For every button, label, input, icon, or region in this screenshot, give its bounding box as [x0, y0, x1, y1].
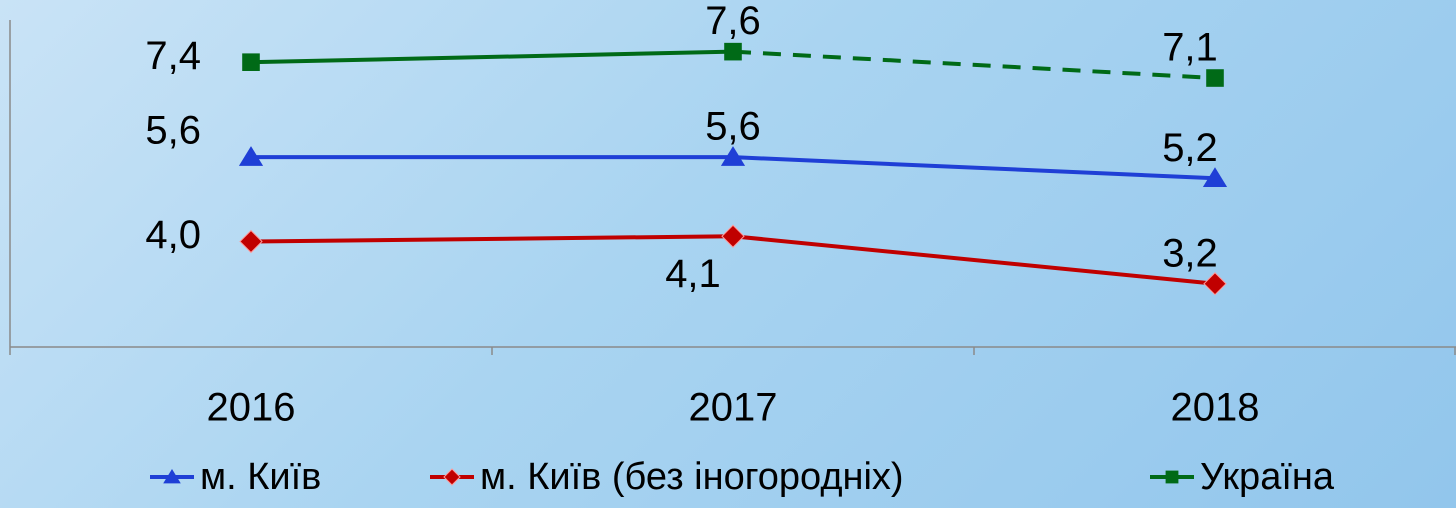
legend-label: Україна: [1200, 456, 1335, 498]
data-point: [238, 146, 264, 166]
legend-marker: [443, 468, 461, 486]
legend-marker: [163, 469, 181, 484]
data-label: 3,2: [1162, 231, 1218, 275]
series-line: [732, 49, 1216, 81]
data-label: 5,6: [145, 109, 201, 153]
data-point: [724, 42, 742, 61]
x-tick-label: 2018: [1171, 386, 1260, 430]
data-point: [1203, 272, 1227, 296]
legend-marker: [1165, 470, 1179, 484]
legend-label: м. Київ: [200, 456, 321, 498]
data-point: [1202, 167, 1228, 188]
data-point: [239, 229, 263, 254]
data-point: [242, 53, 260, 71]
x-tick-label: 2017: [689, 386, 778, 430]
data-label: 5,2: [1162, 126, 1218, 170]
data-point: [1206, 69, 1224, 87]
legend-label: м. Київ (без іногородніх): [480, 456, 904, 498]
data-label: 7,4: [145, 34, 201, 78]
series-line: [250, 49, 734, 65]
data-label: 4,1: [665, 252, 721, 296]
data-point: [721, 224, 745, 248]
data-label: 5,6: [705, 105, 761, 149]
data-point: [720, 146, 746, 166]
data-label: 4,0: [145, 213, 201, 257]
data-label: 7,1: [1162, 26, 1218, 70]
data-label: 7,6: [705, 0, 761, 43]
x-tick-label: 2016: [207, 386, 296, 430]
